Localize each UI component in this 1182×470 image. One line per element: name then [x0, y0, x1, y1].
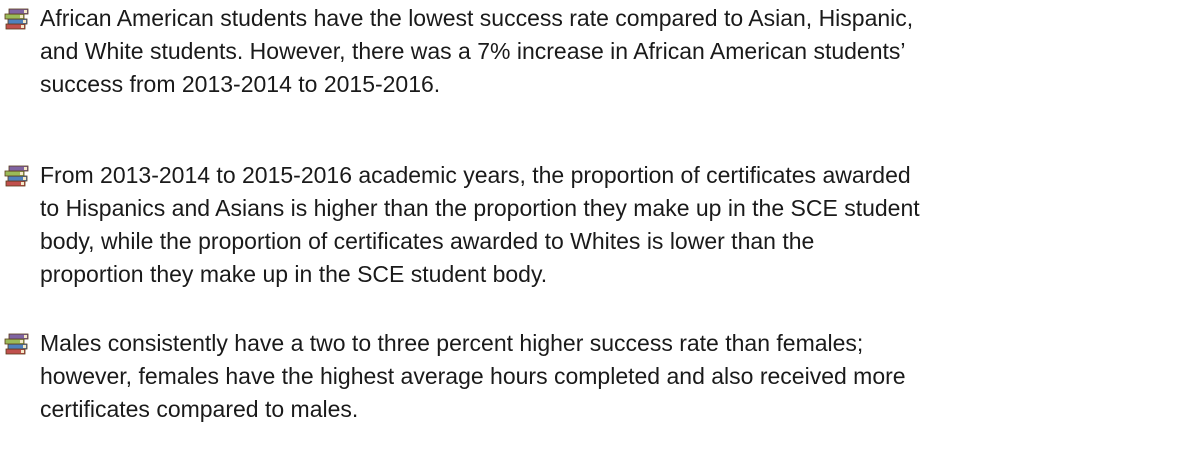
book-pages	[24, 167, 27, 170]
book	[8, 165, 29, 172]
book-pages	[21, 182, 24, 185]
book	[8, 8, 29, 15]
book-pages	[20, 172, 23, 175]
book-pages	[24, 10, 27, 13]
bullet-icon	[4, 8, 29, 30]
bullet-icon	[4, 333, 29, 355]
book-pages	[20, 340, 23, 343]
bullet-icon	[4, 165, 29, 187]
text-line: From 2013-2014 to 2015-2016 academic yea…	[40, 162, 911, 188]
book	[8, 333, 29, 340]
text-line: certificates compared to males.	[40, 396, 359, 422]
book-pages	[20, 15, 23, 18]
text-line: African American students have the lowes…	[40, 5, 914, 31]
book-pages	[23, 345, 26, 348]
book-pages	[24, 335, 27, 338]
text-line: Males consistently have a two to three p…	[40, 330, 864, 356]
text-line: body, while the proportion of certificat…	[40, 228, 815, 254]
text-line: however, females have the highest averag…	[40, 363, 906, 389]
text-line: success from 2013-2014 to 2015-2016.	[40, 71, 441, 97]
book-pages	[23, 177, 26, 180]
text-line: and White students. However, there was a…	[40, 38, 906, 64]
book-pages	[21, 350, 24, 353]
text-line: proportion they make up in the SCE stude…	[40, 261, 548, 287]
book-pages	[23, 20, 26, 23]
text-line: to Hispanics and Asians is higher than t…	[40, 195, 920, 221]
book-pages	[21, 25, 24, 28]
